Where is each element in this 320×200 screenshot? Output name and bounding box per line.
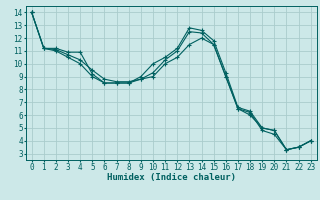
- X-axis label: Humidex (Indice chaleur): Humidex (Indice chaleur): [107, 173, 236, 182]
